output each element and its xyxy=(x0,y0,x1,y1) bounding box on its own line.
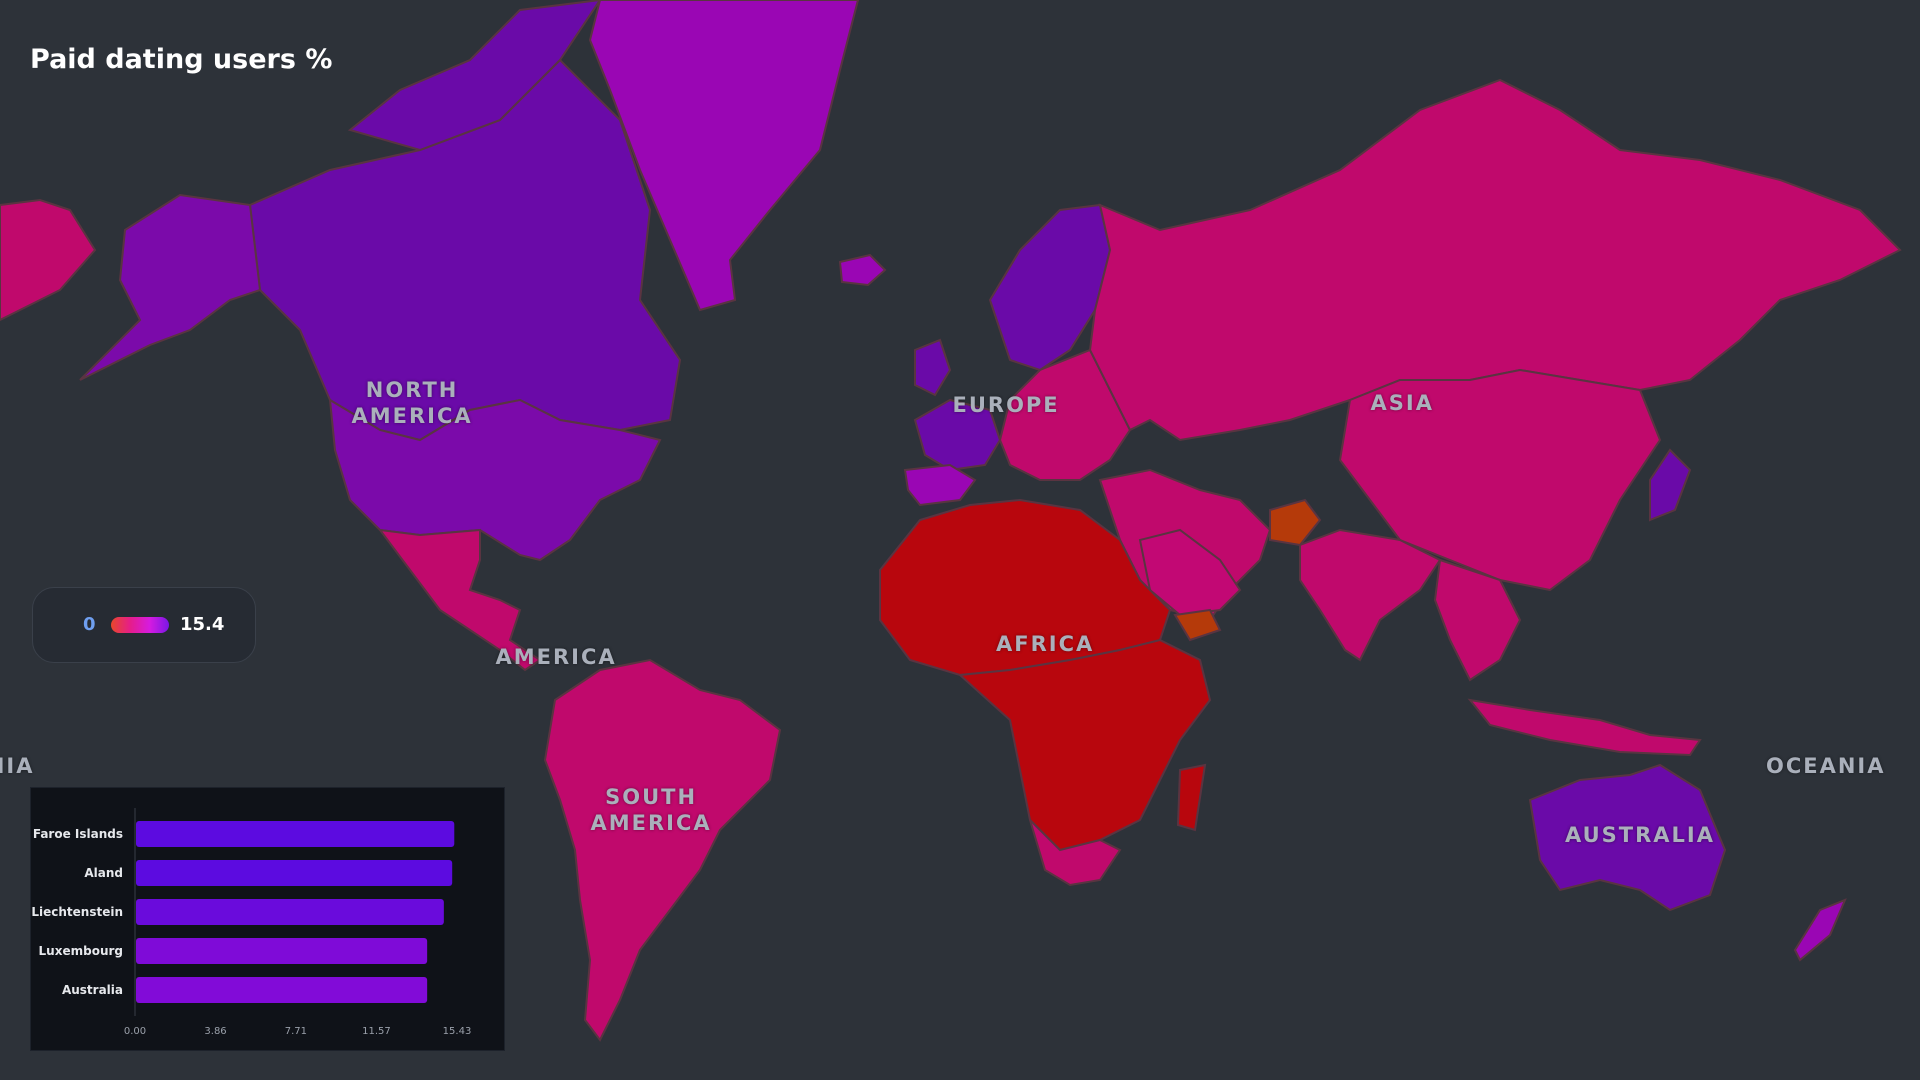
country-russia-west-edge[interactable] xyxy=(0,198,97,322)
country-uk[interactable] xyxy=(914,338,952,397)
country-japan[interactable] xyxy=(1649,448,1692,522)
bar-category-label: Australia xyxy=(62,983,123,997)
bar[interactable] xyxy=(136,899,444,925)
country-southern-africa[interactable] xyxy=(1029,819,1122,887)
arctic-islands xyxy=(347,0,602,152)
bar[interactable] xyxy=(136,977,428,1003)
legend-max-value: 15.4 xyxy=(180,614,225,635)
country-china[interactable] xyxy=(1338,368,1662,592)
country-australia[interactable] xyxy=(1528,763,1727,912)
country-france[interactable] xyxy=(913,398,1002,472)
label-north-america: NORTH AMERICA xyxy=(351,378,473,428)
country-indonesia[interactable] xyxy=(1467,698,1702,757)
country-usa-alaska[interactable] xyxy=(79,193,262,381)
bar-category-label: Aland xyxy=(84,866,123,880)
color-legend: 0 15.4 xyxy=(32,587,256,663)
legend-min-value: 0 xyxy=(83,614,96,635)
country-india[interactable] xyxy=(1299,528,1442,662)
country-iceland[interactable] xyxy=(838,253,887,287)
bar-category-label: Liechtenstein xyxy=(31,905,123,919)
country-yemen[interactable] xyxy=(1173,608,1222,642)
label-europe: EUROPE xyxy=(952,393,1060,417)
legend-color-ramp xyxy=(111,617,169,633)
label-australia: AUSTRALIA xyxy=(1565,823,1715,847)
bar-chart-svg: Faroe Islands Aland Liechtenstein Luxembour… xyxy=(31,808,472,1037)
country-mexico[interactable] xyxy=(377,528,542,672)
top-countries-bar-chart: Faroe Islands Aland Liechtenstein Luxembour… xyxy=(30,787,505,1051)
label-oceania-left: OCEANIA xyxy=(0,754,35,778)
bar-category-label: Faroe Islands xyxy=(33,827,123,841)
label-asia: ASIA xyxy=(1370,391,1434,415)
bar[interactable] xyxy=(136,938,428,964)
x-tick-label: 0.00 xyxy=(124,1026,146,1037)
map-title: Paid dating users % xyxy=(30,44,333,75)
country-south-america[interactable] xyxy=(543,658,782,1042)
bar[interactable] xyxy=(136,860,453,886)
x-tick-label: 3.86 xyxy=(204,1026,226,1037)
country-central-africa[interactable] xyxy=(957,638,1212,852)
country-spain[interactable] xyxy=(903,463,977,507)
country-north-africa[interactable] xyxy=(879,498,1172,677)
label-africa: AFRICA xyxy=(996,632,1095,656)
country-madagascar[interactable] xyxy=(1176,763,1207,832)
label-south-america: SOUTH AMERICA xyxy=(590,785,712,835)
label-central-america: AMERICA xyxy=(495,645,617,669)
country-new-zealand[interactable] xyxy=(1793,898,1847,962)
country-greenland[interactable] xyxy=(588,0,860,312)
bar-category-label: Luxembourg xyxy=(39,944,123,958)
x-tick-label: 7.71 xyxy=(285,1026,307,1037)
x-tick-label: 11.57 xyxy=(362,1026,391,1037)
bar[interactable] xyxy=(136,821,455,847)
country-southeast-asia[interactable] xyxy=(1433,558,1522,682)
country-afghanistan[interactable] xyxy=(1269,498,1322,547)
label-oceania-right: OCEANIA xyxy=(1766,754,1886,778)
x-tick-label: 15.43 xyxy=(443,1026,472,1037)
country-russia[interactable] xyxy=(1088,78,1902,442)
